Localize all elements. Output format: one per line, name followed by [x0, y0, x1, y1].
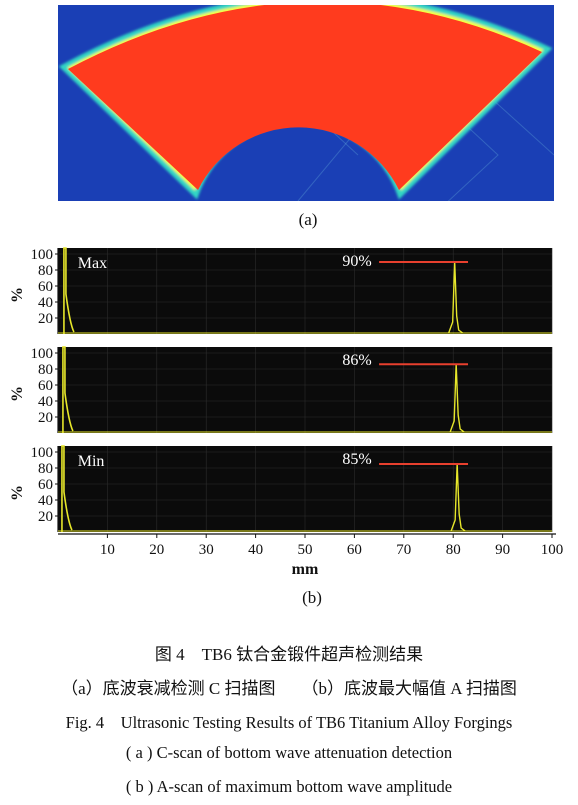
caption-zh-sub-b: （b）底波最大幅值 A 扫描图 [301, 679, 517, 698]
caption-en-sub-a: ( a ) C-scan of bottom wave attenuation … [125, 743, 453, 762]
ascan-x-tick-label: 40 [248, 542, 263, 558]
ascan-initial-pulse [63, 247, 75, 334]
ascan-y-tick-label: 60 [38, 477, 53, 493]
ascan-y-tick-label: 40 [38, 295, 53, 311]
caption-zh-subtitles: （a）底波衰减检测 C 扫描图 （b）底波最大幅值 A 扫描图 [0, 674, 578, 699]
ascan-echo-peak [448, 261, 464, 334]
ascan-y-tick-label: 20 [38, 410, 53, 426]
ascan-percent-label: 85% [342, 451, 371, 468]
ascan-y-axis-label: % [9, 485, 26, 501]
ascan-panel-label: Min [78, 453, 105, 470]
ascan-y-tick-label: 60 [38, 378, 53, 394]
forging-sector [68, 5, 542, 190]
ascan-x-axis-label: mm [292, 561, 319, 578]
ascan-percent-label: 90% [342, 253, 371, 270]
ascan-x-tick-label: 80 [446, 542, 461, 558]
ascan-echo-peak [450, 463, 466, 532]
ascan-initial-pulse [62, 346, 74, 433]
subfigure-a-label: (a) [298, 210, 318, 229]
ascan-y-tick-label: 100 [31, 445, 54, 461]
ascan-y-tick-label: 20 [38, 311, 53, 327]
subfigure-b-label: (b) [302, 588, 322, 607]
ascan-y-tick-label: 60 [38, 279, 53, 295]
ascan-y-tick-label: 80 [38, 263, 53, 279]
caption-en-title: Fig. 4 Ultrasonic Testing Results of TB6… [65, 713, 513, 732]
cscan-image [58, 5, 554, 201]
ascan-y-tick-label: 80 [38, 362, 53, 378]
ascan-x-tick-label: 50 [298, 542, 313, 558]
ascan-y-axis-label: % [9, 287, 26, 303]
caption-en-sub-b: ( b ) A-scan of maximum bottom wave ampl… [125, 777, 453, 796]
ascan-x-tick-label: 60 [347, 542, 362, 558]
ascan-y-tick-label: 100 [31, 346, 54, 362]
ascan-x-tick-label: 30 [199, 542, 214, 558]
ascan-x-tick-label: 90 [495, 542, 510, 558]
ascan-y-tick-label: 100 [31, 247, 54, 263]
ascan-chart: 20406080100%90%Max20406080100%86%2040608… [9, 247, 564, 578]
ascan-initial-pulse [61, 445, 73, 532]
ascan-percent-label: 86% [342, 352, 371, 369]
ascan-y-tick-label: 80 [38, 461, 53, 477]
ascan-y-tick-label: 20 [38, 509, 53, 525]
ascan-y-axis-label: % [9, 386, 26, 402]
ascan-x-tick-label: 20 [149, 542, 164, 558]
ascan-x-tick-label: 10 [100, 542, 115, 558]
caption-zh-title: 图 4 TB6 钛合金锻件超声检测结果 [154, 645, 424, 664]
ascan-y-tick-label: 40 [38, 493, 53, 509]
caption-zh-sub-a: （a）底波衰减检测 C 扫描图 [61, 679, 276, 698]
ascan-panel-label: Max [78, 255, 107, 272]
ascan-echo-peak [449, 364, 465, 433]
ascan-x-tick-label: 100 [541, 542, 564, 558]
ascan-x-tick-label: 70 [396, 542, 411, 558]
ascan-y-tick-label: 40 [38, 394, 53, 410]
